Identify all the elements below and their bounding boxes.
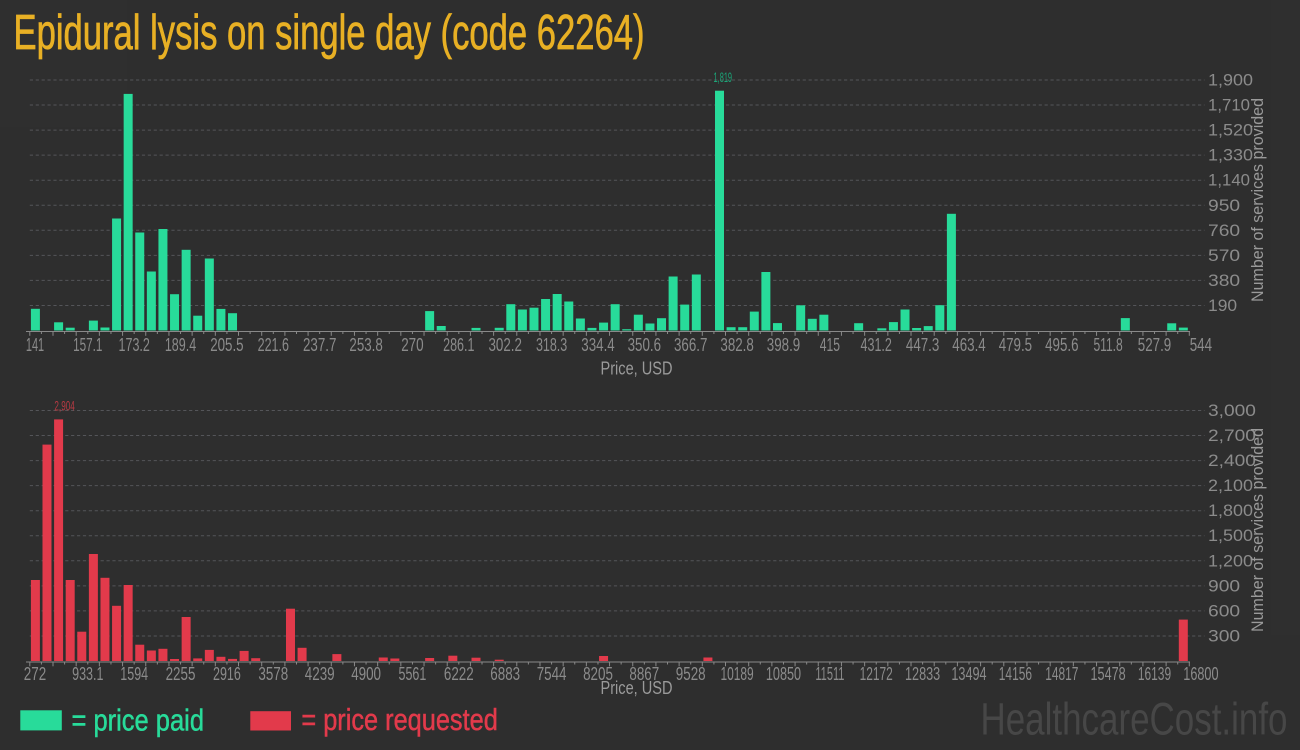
svg-text:1,800: 1,800 (1208, 501, 1253, 520)
svg-text:318.3: 318.3 (536, 335, 567, 355)
svg-text:9528: 9528 (676, 664, 706, 684)
svg-text:HealthcareCost.info: HealthcareCost.info (981, 694, 1288, 745)
svg-text:Number of services provided: Number of services provided (1248, 428, 1267, 632)
svg-text:1,710: 1,710 (1208, 96, 1250, 115)
svg-text:6883: 6883 (490, 664, 520, 684)
svg-text:14156: 14156 (999, 664, 1032, 684)
svg-text:495.6: 495.6 (1045, 335, 1078, 355)
svg-text:1,819: 1,819 (714, 69, 733, 85)
svg-text:Price, USD: Price, USD (601, 678, 673, 698)
svg-text:447.3: 447.3 (906, 335, 939, 355)
svg-text:900: 900 (1208, 576, 1240, 595)
svg-text:463.4: 463.4 (952, 335, 985, 355)
svg-text:398.9: 398.9 (767, 335, 800, 355)
svg-text:511.8: 511.8 (1093, 335, 1122, 355)
svg-text:= price requested: = price requested (301, 702, 497, 737)
svg-text:7544: 7544 (537, 664, 567, 684)
svg-text:1,900: 1,900 (1208, 71, 1253, 90)
svg-text:2916: 2916 (213, 664, 241, 684)
svg-text:16139: 16139 (1138, 664, 1171, 684)
svg-text:415: 415 (820, 335, 840, 355)
svg-text:Price, USD: Price, USD (601, 359, 673, 379)
svg-text:13494: 13494 (951, 664, 986, 684)
svg-text:237.7: 237.7 (303, 335, 336, 355)
svg-text:15478: 15478 (1091, 664, 1126, 684)
svg-text:157.1: 157.1 (73, 335, 102, 355)
svg-text:760: 760 (1208, 221, 1240, 240)
svg-text:2255: 2255 (166, 664, 196, 684)
svg-text:4900: 4900 (351, 664, 381, 684)
svg-text:10189: 10189 (721, 664, 754, 684)
svg-text:141: 141 (26, 335, 44, 355)
svg-text:221.6: 221.6 (258, 335, 289, 355)
svg-text:270: 270 (401, 335, 423, 355)
svg-text:544: 544 (1190, 335, 1212, 355)
svg-text:1,330: 1,330 (1208, 146, 1253, 165)
svg-text:1,500: 1,500 (1208, 526, 1253, 545)
svg-text:1,140: 1,140 (1208, 171, 1250, 190)
svg-text:189.4: 189.4 (165, 335, 196, 355)
svg-text:8867: 8867 (629, 664, 659, 684)
svg-text:600: 600 (1208, 601, 1240, 620)
svg-text:2,700: 2,700 (1208, 426, 1256, 445)
svg-text:272: 272 (24, 664, 46, 684)
svg-text:527.9: 527.9 (1138, 335, 1171, 355)
svg-text:Number of services provided: Number of services provided (1248, 98, 1267, 302)
svg-text:382.8: 382.8 (720, 335, 753, 355)
svg-text:300: 300 (1208, 627, 1240, 646)
svg-text:286.1: 286.1 (443, 335, 474, 355)
svg-text:190: 190 (1208, 296, 1237, 315)
svg-text:2,400: 2,400 (1208, 451, 1256, 470)
svg-text:173.2: 173.2 (119, 335, 150, 355)
svg-text:16800: 16800 (1183, 664, 1218, 684)
svg-text:1,520: 1,520 (1208, 121, 1253, 140)
svg-text:350.6: 350.6 (628, 335, 661, 355)
svg-text:950: 950 (1208, 196, 1240, 215)
svg-text:5561: 5561 (399, 664, 427, 684)
svg-text:4239: 4239 (305, 664, 335, 684)
svg-text:1594: 1594 (120, 664, 148, 684)
svg-text:431.2: 431.2 (861, 335, 892, 355)
svg-text:380: 380 (1208, 271, 1240, 290)
svg-text:366.7: 366.7 (674, 335, 707, 355)
svg-text:6222: 6222 (444, 664, 474, 684)
svg-text:3,000: 3,000 (1208, 401, 1256, 420)
svg-text:334.4: 334.4 (581, 335, 614, 355)
svg-text:12833: 12833 (905, 664, 940, 684)
svg-text:11511: 11511 (815, 664, 844, 684)
svg-text:479.5: 479.5 (999, 335, 1032, 355)
svg-text:205.5: 205.5 (210, 335, 243, 355)
svg-text:1,200: 1,200 (1208, 551, 1253, 570)
svg-text:10850: 10850 (766, 664, 801, 684)
svg-text:2,904: 2,904 (54, 397, 75, 413)
svg-text:8205: 8205 (583, 664, 613, 684)
svg-text:570: 570 (1208, 246, 1240, 265)
svg-text:2,100: 2,100 (1208, 476, 1253, 495)
svg-text:3578: 3578 (258, 664, 288, 684)
svg-text:= price paid: = price paid (72, 702, 205, 737)
svg-text:302.2: 302.2 (489, 335, 522, 355)
svg-text:253.8: 253.8 (349, 335, 382, 355)
svg-text:Epidural lysis on single day (: Epidural lysis on single day (code 62264… (14, 5, 645, 60)
svg-text:933.1: 933.1 (72, 664, 103, 684)
svg-text:12172: 12172 (860, 664, 893, 684)
svg-text:14817: 14817 (1045, 664, 1078, 684)
